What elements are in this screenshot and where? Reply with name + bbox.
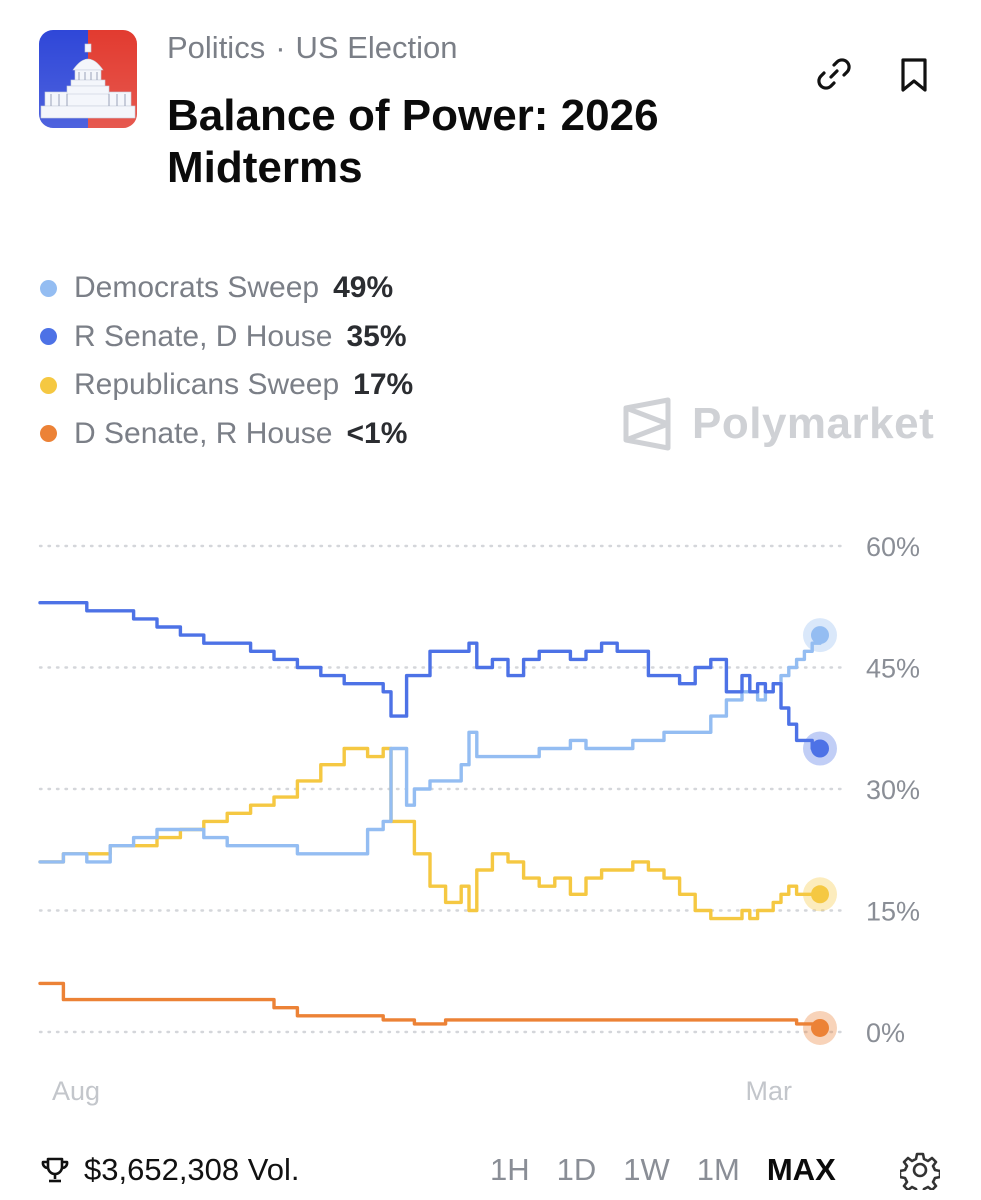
series-line-r-senate-d-house xyxy=(38,601,822,751)
legend-item-democrats-sweep: Democrats Sweep 49% xyxy=(40,264,413,313)
legend-label: Republicans Sweep xyxy=(74,368,340,402)
end-marker-democrats-sweep xyxy=(811,626,829,645)
y-tick-label: 15% xyxy=(866,897,920,927)
breadcrumb-category[interactable]: Politics xyxy=(167,30,266,65)
legend-value: <1% xyxy=(346,416,408,450)
legend-item-r-senate-d-house: R Senate, D House 35% xyxy=(40,313,413,362)
y-tick-label: 30% xyxy=(866,775,920,805)
legend-item-d-senate-r-house: D Senate, R House <1% xyxy=(40,410,413,459)
polymarket-logo-icon xyxy=(623,397,671,451)
end-marker-r-senate-d-house xyxy=(811,739,829,758)
range-1d[interactable]: 1D xyxy=(556,1152,597,1187)
end-marker-d-senate-r-house xyxy=(811,1018,829,1037)
y-tick-label: 45% xyxy=(866,654,920,684)
copy-link-button[interactable] xyxy=(812,52,856,96)
gear-icon xyxy=(898,1152,942,1196)
legend-label: D Senate, R House xyxy=(74,416,333,450)
y-tick-label: 0% xyxy=(866,1018,905,1048)
legend-label: Democrats Sweep xyxy=(74,271,320,305)
page-title: Balance of Power: 2026 Midterms xyxy=(167,91,659,192)
legend-dot-d-senate-r-house xyxy=(40,425,57,443)
series-line-d-senate-r-house xyxy=(38,981,822,1030)
breadcrumb: Politics · US Election xyxy=(167,30,458,66)
x-tick-label: Mar xyxy=(746,1076,793,1106)
capitol-building-icon xyxy=(39,30,137,128)
breadcrumb-separator: · xyxy=(275,30,286,65)
trophy-icon xyxy=(41,1157,69,1183)
price-chart: 60% 45% 30% 15% 0% Aug Mar xyxy=(38,532,920,1106)
bookmark-button[interactable] xyxy=(893,52,937,96)
range-1m[interactable]: 1M xyxy=(696,1152,740,1187)
volume: $3,652,308 Vol. xyxy=(40,1152,299,1188)
legend-value: 17% xyxy=(353,368,414,402)
range-1w[interactable]: 1W xyxy=(623,1152,670,1187)
bookmark-icon xyxy=(901,58,927,92)
market-thumbnail xyxy=(39,30,137,128)
footer-bar: $3,652,308 Vol. 1H 1D 1W 1M MAX xyxy=(0,1140,981,1200)
end-marker-republicans-sweep xyxy=(811,885,829,904)
polymarket-watermark: Polymarket xyxy=(622,394,934,454)
volume-text: $3,652,308 Vol. xyxy=(84,1152,300,1187)
legend-dot-r-senate-d-house xyxy=(40,328,57,346)
legend-dot-democrats-sweep xyxy=(40,279,57,297)
legend-value: 49% xyxy=(333,271,394,305)
chart-settings-button[interactable] xyxy=(898,1150,942,1196)
chart-legend: Democrats Sweep 49% R Senate, D House 35… xyxy=(40,264,413,458)
legend-label: R Senate, D House xyxy=(74,319,333,353)
link-icon xyxy=(817,58,851,90)
legend-item-republicans-sweep: Republicans Sweep 17% xyxy=(40,361,413,410)
legend-value: 35% xyxy=(346,319,407,353)
range-1h[interactable]: 1H xyxy=(490,1152,530,1187)
series-line-republicans-sweep xyxy=(38,746,822,921)
range-max[interactable]: MAX xyxy=(766,1152,836,1187)
legend-dot-republicans-sweep xyxy=(40,376,57,394)
watermark-text: Polymarket xyxy=(692,399,935,448)
x-tick-label: Aug xyxy=(52,1076,100,1106)
breadcrumb-subcategory[interactable]: US Election xyxy=(295,30,458,65)
time-range-selector: 1H 1D 1W 1M MAX xyxy=(490,1152,863,1188)
y-tick-label: 60% xyxy=(866,532,920,562)
